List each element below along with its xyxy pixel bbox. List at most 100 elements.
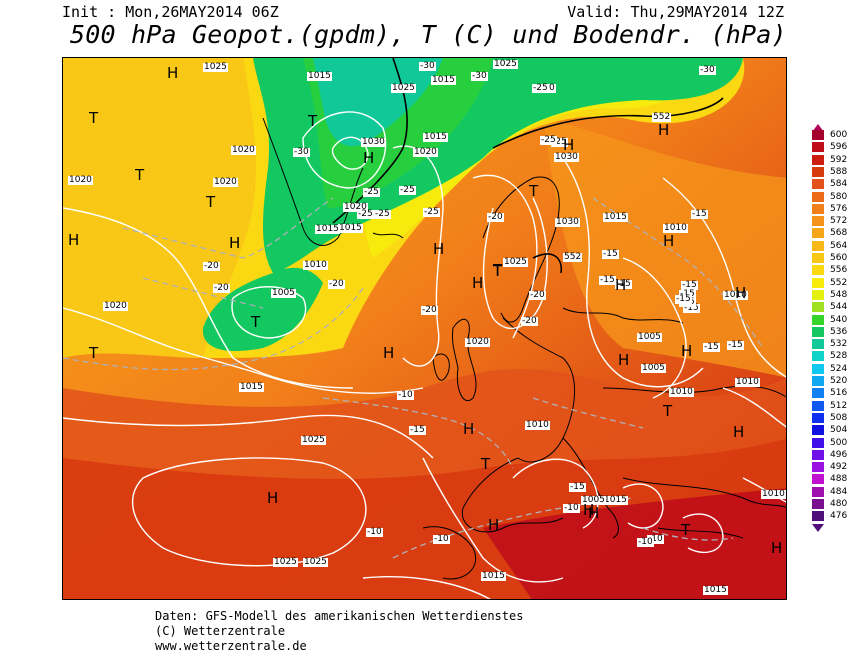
temperature-label: -25 (357, 209, 374, 219)
legend-value: 532 (830, 339, 848, 350)
legend-value: 568 (830, 228, 848, 239)
pressure-label: 1020 (103, 301, 128, 311)
footer-source: Daten: GFS-Modell des amerikanischen Wet… (155, 609, 524, 623)
legend-value: 484 (830, 486, 848, 497)
legend-entry: 592 (812, 154, 850, 165)
high-marker: H (563, 136, 575, 154)
low-marker: T (529, 182, 539, 200)
high-marker: H (383, 344, 395, 362)
pressure-label: 1020 (413, 147, 438, 157)
zone-572 (543, 118, 786, 378)
legend-value: 564 (830, 240, 848, 251)
temperature-label: -10 (563, 503, 580, 513)
high-marker: H (618, 351, 630, 369)
pressure-label: 1015 (603, 212, 628, 222)
legend-entry: 536 (812, 326, 850, 337)
temperature-label: -20 (521, 316, 538, 326)
temperature-label: -25 (551, 137, 568, 147)
legend-entry: 520 (812, 376, 850, 386)
legend-entry: 572 (812, 216, 850, 227)
legend-top-arrow (812, 124, 824, 132)
isobars (63, 111, 786, 599)
legend-entry: 588 (812, 166, 850, 177)
footer-website: www.wetterzentrale.de (155, 639, 307, 653)
high-marker: H (681, 342, 693, 360)
legend-entry: 480 (812, 499, 850, 509)
legend-swatch (812, 363, 824, 374)
legend-swatch (812, 412, 824, 423)
legend-swatch (812, 240, 824, 251)
temperature-label: -30 (699, 65, 716, 75)
legend-entry: 524 (812, 363, 850, 374)
legend-value: 588 (830, 166, 848, 177)
high-marker: H (267, 489, 279, 507)
legend-swatch (812, 179, 824, 190)
high-marker: H (733, 423, 745, 441)
legend-entry: 492 (812, 462, 850, 473)
legend-entry: 532 (812, 339, 850, 350)
map-field (63, 58, 786, 599)
legend-entry: 512 (812, 400, 850, 411)
pressure-label: 1005 (271, 288, 296, 298)
high-marker: H (588, 504, 600, 522)
pressure-label: 1015 (307, 71, 332, 81)
geopotential-label: 552 (652, 112, 672, 122)
legend-value: 508 (830, 412, 848, 423)
legend-value: 572 (830, 216, 848, 227)
legend-swatch (812, 449, 824, 460)
high-marker: H (68, 231, 80, 249)
temperature-label: -15 (615, 279, 632, 289)
pressure-label: 1025 (301, 435, 326, 445)
low-marker: T (493, 262, 503, 280)
legend-swatch (812, 228, 824, 239)
legend-value: 504 (830, 425, 848, 436)
legend-swatch (812, 154, 824, 165)
low-marker: T (135, 166, 145, 184)
legend-value: 488 (830, 474, 848, 485)
temperature-label: -25 (532, 83, 549, 93)
temperature-label: -20 (203, 261, 220, 271)
pressure-label: 1010 (669, 387, 694, 397)
temperature-label: -10 (637, 537, 654, 547)
init-time: Init : Mon,26MAY2014 06Z (62, 3, 279, 21)
pressure-label: 1015 (431, 75, 456, 85)
temperature-label: -10 (397, 390, 414, 400)
temperature-label: -20 (487, 212, 504, 222)
legend-entry: 488 (812, 474, 850, 485)
legend-swatch (812, 142, 824, 153)
temperature-label: -20 (328, 279, 345, 289)
pressure-label: 1025 (203, 62, 228, 72)
pressure-label: 1025 (503, 257, 528, 267)
temperature-label: -20 (421, 305, 438, 315)
pressure-label: 1010 (735, 377, 760, 387)
pressure-label: 1015 (423, 132, 448, 142)
legend-entry: 600 (812, 130, 850, 140)
temperature-label: -10 (433, 534, 450, 544)
legend-swatch (812, 499, 824, 509)
legend-value: 596 (830, 142, 848, 153)
legend-value: 524 (830, 363, 848, 374)
legend-entry: 508 (812, 412, 850, 423)
legend-entry: 528 (812, 351, 850, 362)
temperature-label: -15 (681, 280, 698, 290)
temperature-label: -25 (540, 135, 557, 145)
legend-value: 576 (830, 203, 848, 214)
legend-swatch (812, 486, 824, 497)
high-marker: H (735, 284, 747, 302)
legend-entry: 504 (812, 425, 850, 436)
legend-value: 512 (830, 400, 848, 411)
temperature-label: -25 (399, 185, 416, 195)
temperature-label: -15 (703, 342, 720, 352)
pressure-label: 1005 (581, 495, 606, 505)
legend-swatch (812, 437, 824, 448)
legend-entry: 564 (812, 240, 850, 251)
pressure-label: 1020 (68, 175, 93, 185)
legend-value: 516 (830, 388, 848, 399)
legend-value: 548 (830, 289, 848, 300)
low-marker: T (681, 521, 691, 539)
weather-map: 552 552 1025 1015 1015 1020 1020 1020 1015 1025 10… (62, 57, 787, 600)
temperature-label: -15 (599, 275, 616, 285)
pressure-label: 1025 (273, 557, 298, 567)
low-marker: T (206, 193, 216, 211)
legend-entry: 516 (812, 388, 850, 399)
